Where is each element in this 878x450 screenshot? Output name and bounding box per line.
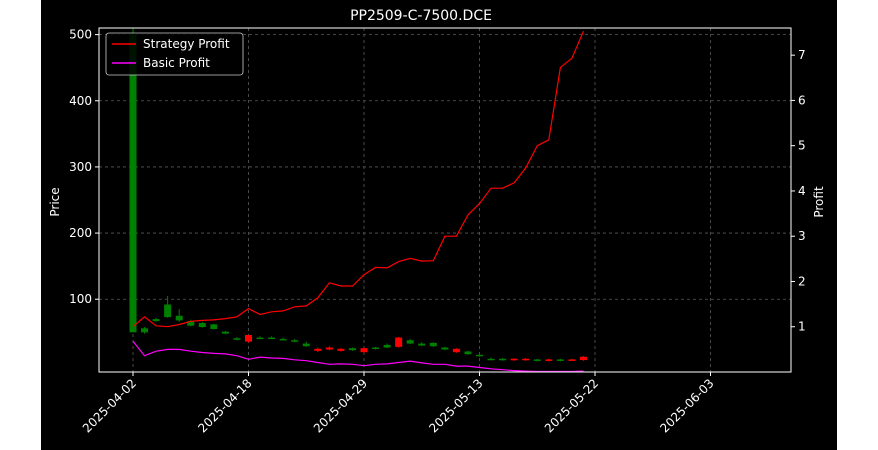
candle-body	[268, 337, 276, 340]
candle-body	[325, 347, 333, 350]
plot-frame	[98, 27, 792, 373]
y-right-tick-label: 1	[798, 320, 806, 334]
candle-body	[510, 358, 518, 361]
y-right-tick-label: 6	[798, 93, 806, 107]
candle-body	[210, 324, 218, 329]
candle-body	[522, 358, 530, 361]
candle-body	[533, 359, 541, 361]
strategy-profit-line	[132, 30, 585, 328]
candle-body	[499, 358, 507, 361]
candle-body	[476, 354, 483, 357]
candle-body	[441, 347, 449, 350]
y-left-tick-label: 100	[69, 292, 92, 306]
candle-body	[302, 343, 310, 347]
y-left-tick-label: 200	[69, 226, 92, 240]
candle-body	[256, 337, 264, 340]
candle-body	[545, 359, 553, 361]
y-left-tick-label: 400	[69, 94, 92, 108]
candle-body	[429, 342, 437, 347]
candle-body	[164, 304, 172, 318]
x-tick-label: 2025-04-18	[195, 376, 254, 435]
candle-body	[129, 34, 137, 333]
y-left-tick-label: 300	[69, 160, 92, 174]
x-tick-label: 2025-04-02	[80, 376, 139, 435]
chart-title: PP2509-C-7500.DCE	[350, 8, 492, 24]
legend-label: Strategy Profit	[143, 37, 230, 51]
grid-lines	[99, 28, 791, 372]
candle-body	[279, 338, 287, 341]
candle-body	[406, 340, 414, 344]
candle-body	[418, 343, 426, 346]
legend-box	[105, 32, 244, 76]
candle-body	[198, 323, 206, 328]
candle-body	[337, 348, 345, 351]
candlesticks	[129, 28, 587, 362]
candle-body	[187, 321, 195, 326]
candle-body	[233, 338, 241, 340]
x-tick-label: 2025-04-29	[311, 376, 370, 435]
candle-body	[452, 348, 460, 353]
y-axis-right-label: Profit	[812, 186, 826, 218]
x-tick-label: 2025-05-13	[426, 376, 485, 435]
candle-body	[395, 337, 403, 347]
chart-canvas: 100 200 300 400 500 1 2 3 4 5 6 7 2025-04-02 2025-04-…	[48, 8, 826, 435]
candle-body	[221, 331, 229, 334]
y-axis-left-label: Price	[48, 187, 62, 216]
candle-body	[556, 359, 564, 361]
candle-body	[372, 347, 380, 350]
candle-body	[348, 348, 356, 351]
candle-body	[487, 358, 495, 361]
x-tick-label: 2025-06-03	[657, 376, 716, 435]
profit-lines	[132, 30, 585, 373]
chart-figure: 100 200 300 400 500 1 2 3 4 5 6 7 2025-04-02 2025-04-…	[41, 0, 837, 450]
candle-body	[291, 340, 299, 342]
candle-body	[152, 319, 160, 322]
y-right-tick-label: 7	[798, 48, 806, 62]
y-right-tick-label: 5	[798, 139, 806, 153]
candle-body	[579, 356, 587, 361]
candle-body	[383, 344, 391, 348]
candle-body	[464, 351, 472, 355]
legend: Strategy Profit Basic Profit	[105, 32, 244, 76]
y-right-tick-label: 3	[798, 229, 806, 243]
x-tick-label: 2025-05-22	[542, 376, 601, 435]
candle-body	[314, 348, 322, 351]
candle-body	[360, 348, 368, 353]
candle-body	[175, 315, 183, 321]
y-right-tick-label: 4	[798, 184, 806, 198]
basic-profit-line	[132, 340, 584, 373]
candle-body	[141, 328, 149, 333]
y-right-tick-label: 2	[798, 274, 806, 288]
axes: 100 200 300 400 500 1 2 3 4 5 6 7 2025-04-02 2025-04-…	[69, 27, 806, 435]
candle-body	[568, 359, 576, 361]
legend-label: Basic Profit	[143, 56, 210, 70]
candle-body	[245, 334, 252, 342]
y-left-tick-label: 500	[69, 28, 92, 42]
